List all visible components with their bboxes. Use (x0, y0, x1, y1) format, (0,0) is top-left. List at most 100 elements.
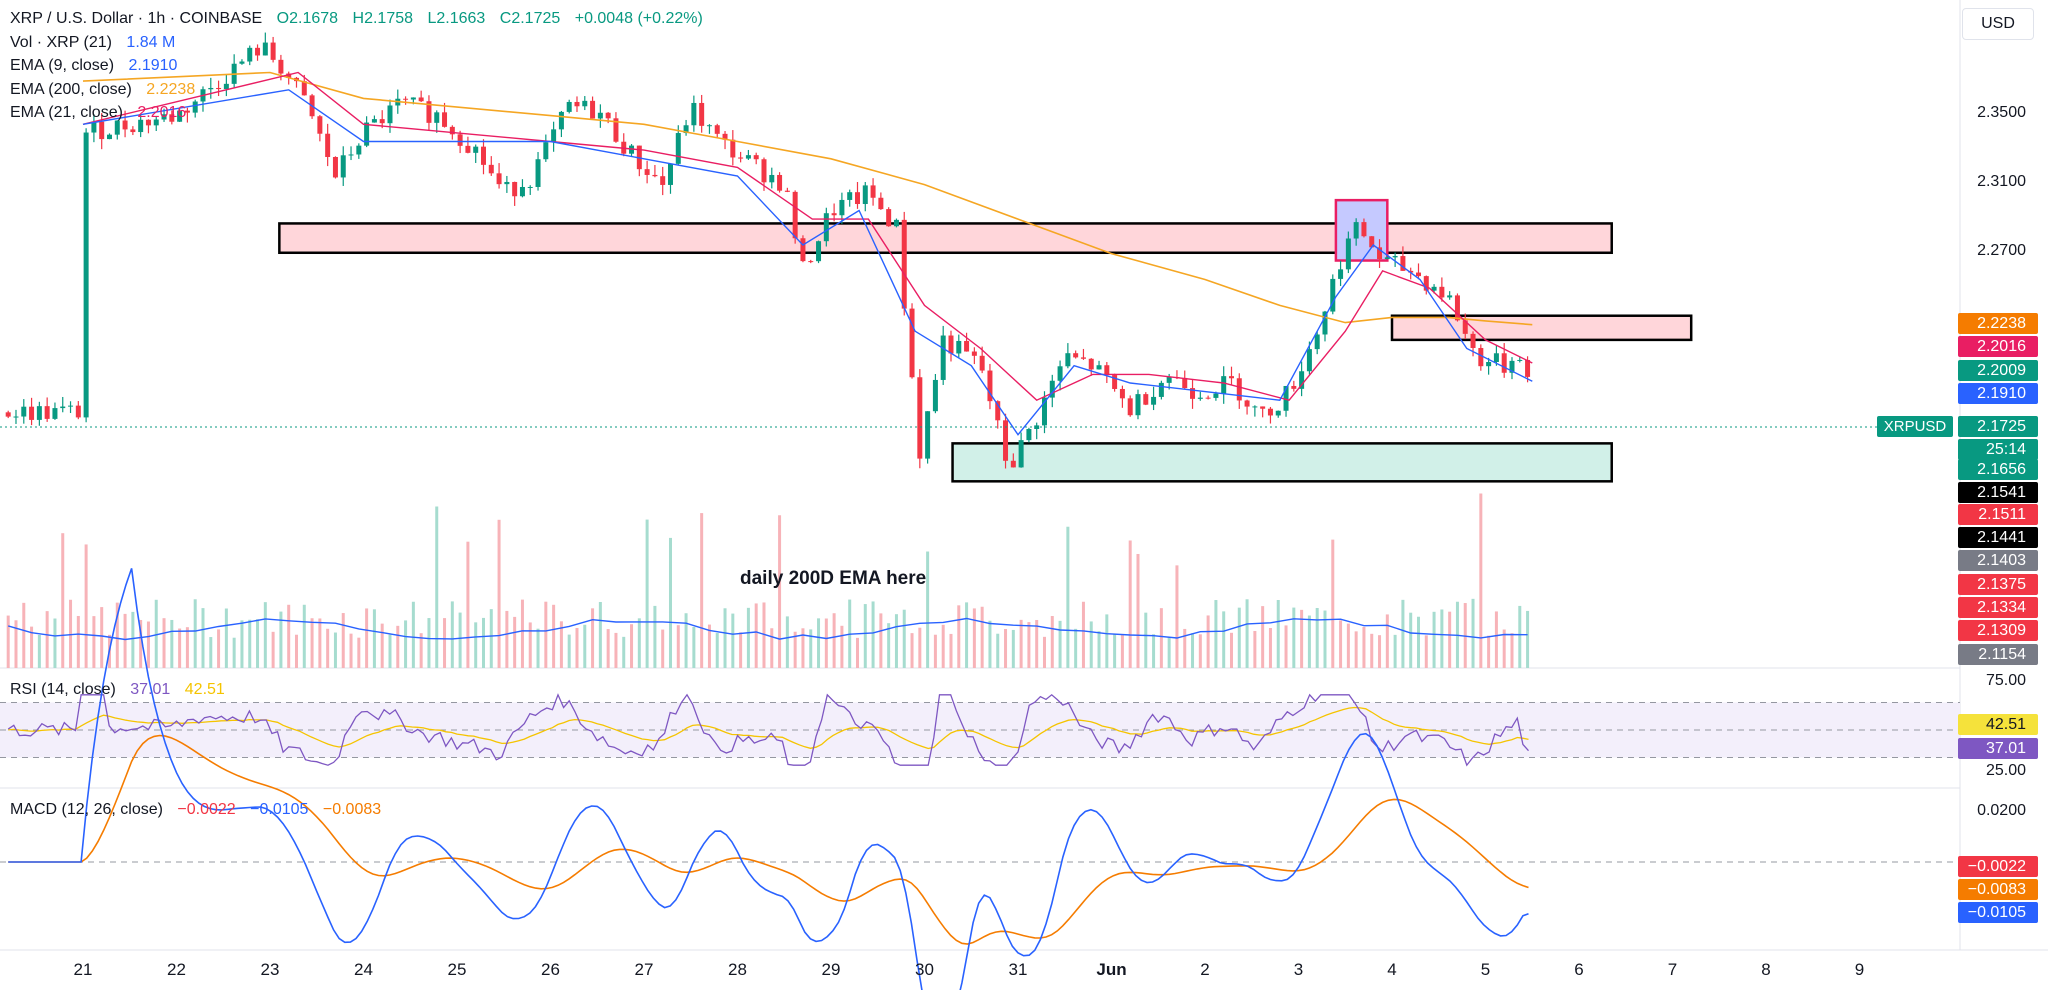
volume-bar (1113, 634, 1117, 668)
candle-body (184, 110, 190, 113)
volume-bar (115, 602, 119, 668)
candle-body (270, 42, 276, 60)
volume-bar (902, 609, 906, 668)
candle-body (13, 416, 19, 418)
price-tag: 2.1511 (1958, 504, 2038, 525)
x-axis-tick: 9 (1854, 960, 1865, 979)
volume-bar (1074, 628, 1078, 668)
volume-bar (53, 618, 57, 668)
volume-bar (1315, 607, 1319, 668)
candle-body (496, 173, 502, 185)
volume-bar (700, 513, 704, 668)
volume-bar (326, 628, 330, 668)
candle-body (379, 119, 385, 124)
volume-bar (1354, 631, 1358, 668)
volume-bar (1089, 621, 1093, 668)
volume-bar (154, 599, 158, 668)
candle-body (1260, 406, 1266, 409)
candle-body (371, 119, 377, 123)
macd-line-value: −0.0105 (250, 801, 309, 818)
candle-body (590, 100, 596, 119)
volume-bar (1268, 628, 1272, 668)
indicator-ema9[interactable]: EMA (9, close) 2.1910 (10, 57, 187, 75)
volume-bar (1027, 622, 1031, 668)
macd-legend[interactable]: MACD (12, 26, close) −0.0022 −0.0105 −0.… (10, 801, 391, 819)
volume-bar (1393, 634, 1397, 668)
indicator-ema200[interactable]: EMA (200, close) 2.2238 (10, 81, 205, 99)
candle-body (1517, 359, 1523, 361)
candle-body (971, 351, 977, 356)
candle-body (543, 142, 549, 160)
volume-bar (435, 506, 439, 668)
volume-bar (279, 611, 283, 668)
volume-bar (1198, 634, 1202, 668)
volume-bar (1237, 607, 1241, 668)
candle-body (364, 122, 370, 146)
candle-body (1080, 357, 1086, 359)
candle-body (1478, 347, 1484, 367)
candle-body (1345, 238, 1351, 270)
volume-bar (1362, 626, 1366, 668)
candle-body (1018, 440, 1024, 468)
currency-button[interactable]: USD (1962, 8, 2034, 40)
symbol-legend: XRP / U.S. Dollar · 1h · COINBASE O2.167… (10, 10, 713, 28)
candle-body (239, 61, 245, 64)
candle-body (870, 185, 876, 198)
volume-bar (224, 608, 228, 668)
candle-body (278, 59, 284, 74)
candle-body (706, 125, 712, 127)
indicator-ema21[interactable]: EMA (21, close) 2.2016 (10, 104, 196, 122)
x-axis-tick: 24 (354, 960, 373, 979)
candle-body (1073, 353, 1079, 358)
candle-body (893, 219, 899, 227)
candle-body (753, 155, 759, 160)
volume-bar (1440, 609, 1444, 668)
volume-bar (1385, 614, 1389, 668)
macd-line-tag: −0.0105 (1958, 902, 2038, 923)
volume-bar (1229, 632, 1233, 668)
candle-body (1408, 270, 1414, 273)
price-tag: 2.2238 (1958, 313, 2038, 334)
candle-body (987, 370, 993, 402)
candle-body (691, 102, 697, 126)
volume-bar (294, 634, 298, 668)
volume-bar (6, 615, 10, 668)
volume-bar (69, 599, 73, 668)
candle-body (730, 139, 736, 158)
macd-signal-line (8, 734, 1529, 945)
candle-body (1010, 460, 1016, 468)
rsi-ma-tag: 42.51 (1958, 714, 2038, 735)
volume-bar (567, 634, 571, 668)
volume-bar (341, 613, 345, 668)
volume-bar (910, 633, 914, 668)
volume-bar (770, 628, 774, 668)
volume-bar (489, 609, 493, 668)
volume-bar (1042, 636, 1046, 668)
ema9-line (82, 89, 1533, 436)
indicator-value: 1.84 M (126, 34, 176, 51)
volume-bar (1144, 612, 1148, 668)
volume-bar (22, 602, 26, 668)
volume-bar (162, 618, 166, 668)
candle-body (1236, 378, 1242, 401)
candle-body (301, 81, 307, 96)
volume-bar (552, 604, 556, 668)
price-tag: 2.2009 (1958, 360, 2038, 381)
candle-body (1135, 394, 1141, 416)
rsi-legend[interactable]: RSI (14, close) 37.01 42.51 (10, 681, 235, 699)
candle-body (574, 101, 580, 107)
indicator-vol[interactable]: Vol · XRP (21) 1.84 M (10, 34, 185, 52)
candle-body (1158, 382, 1164, 397)
volume-bar (256, 619, 260, 668)
candle-body (566, 101, 572, 112)
candle-body (652, 174, 658, 177)
x-axis-tick: 21 (73, 960, 93, 979)
symbol-title: XRP / U.S. Dollar · 1h · COINBASE (10, 10, 263, 27)
candle-body (426, 101, 432, 123)
candle-body (675, 133, 681, 164)
candle-body (808, 261, 814, 263)
candle-body (192, 101, 198, 113)
volume-bar (1183, 628, 1187, 668)
volume-bar (443, 618, 447, 668)
